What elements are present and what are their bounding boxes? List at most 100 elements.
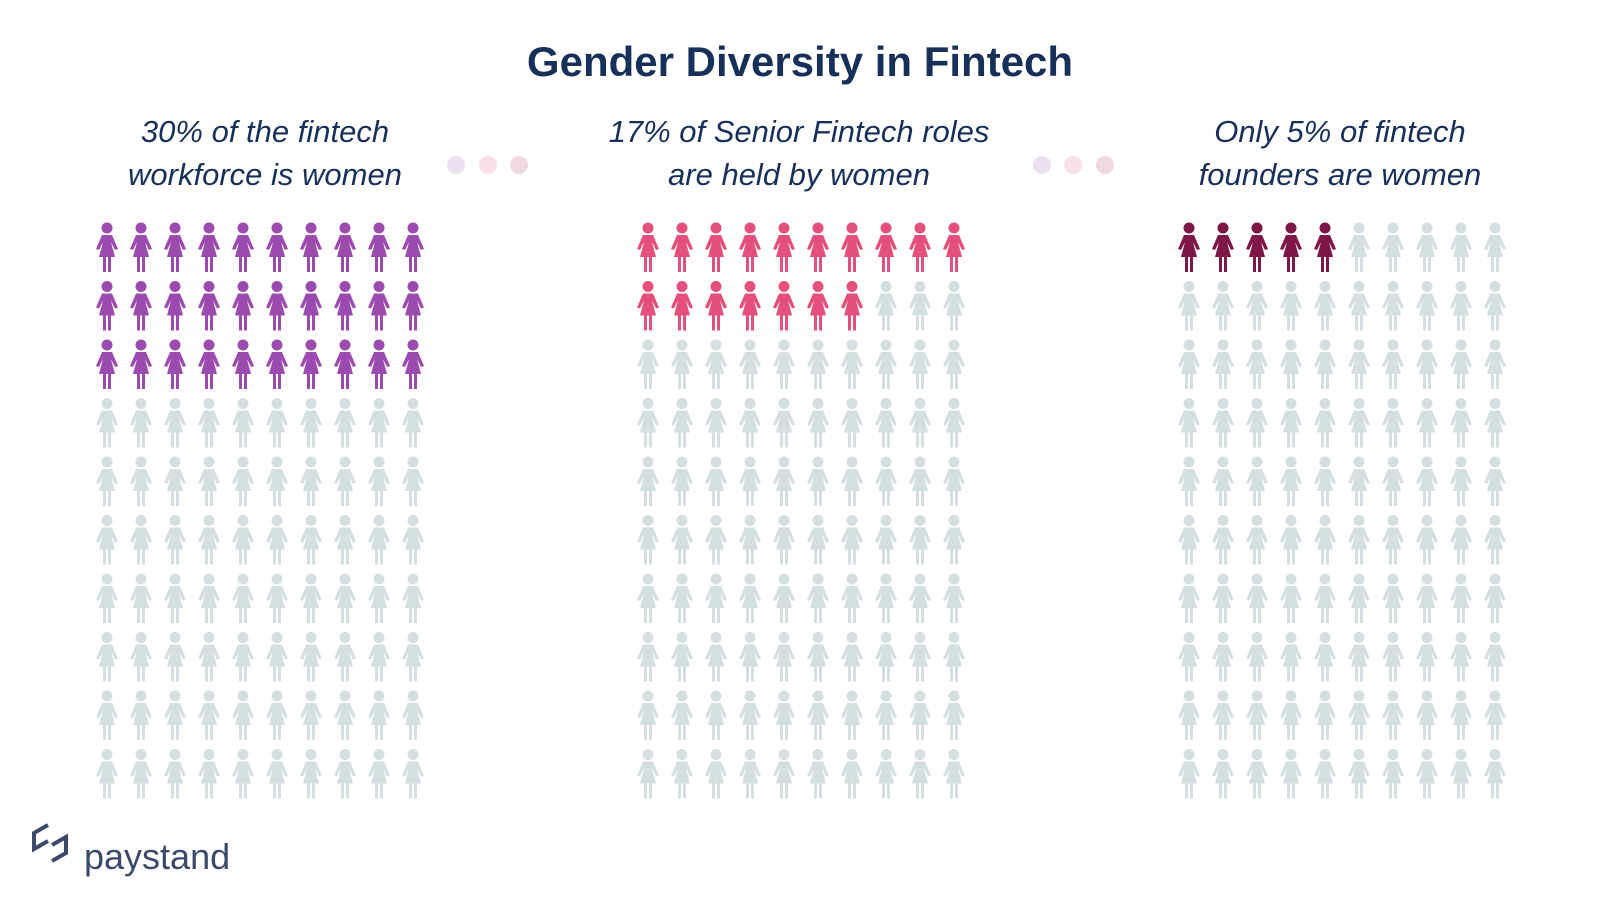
empty-icon [943, 339, 965, 389]
empty-icon [164, 690, 186, 740]
empty-icon [705, 339, 727, 389]
empty-icon [1212, 456, 1234, 506]
empty-icon [705, 690, 727, 740]
empty-icon [807, 398, 829, 448]
empty-icon [637, 573, 659, 623]
empty-icon [1178, 456, 1200, 506]
empty-icon [671, 515, 693, 565]
empty-icon [1348, 398, 1370, 448]
empty-icon [1178, 632, 1200, 682]
empty-icon [300, 456, 322, 506]
empty-icon [1484, 398, 1506, 448]
empty-icon [943, 690, 965, 740]
filled-icon [841, 281, 863, 331]
empty-icon [1348, 281, 1370, 331]
filled-icon [130, 222, 152, 272]
empty-icon [1416, 749, 1438, 799]
filled-icon [637, 281, 659, 331]
empty-icon [875, 632, 897, 682]
empty-icon [1314, 456, 1336, 506]
empty-icon [1348, 632, 1370, 682]
filled-icon [402, 222, 424, 272]
pictogram [96, 222, 424, 799]
empty-icon [1382, 749, 1404, 799]
logo-icon [32, 823, 68, 863]
empty-icon [402, 456, 424, 506]
empty-icon [1280, 573, 1302, 623]
empty-icon [368, 398, 390, 448]
empty-icon [1450, 573, 1472, 623]
empty-icon [368, 515, 390, 565]
empty-icon [807, 515, 829, 565]
empty-icon [266, 632, 288, 682]
empty-icon [232, 690, 254, 740]
empty-icon [1450, 222, 1472, 272]
filled-icon [368, 339, 390, 389]
filled-icon [198, 339, 220, 389]
empty-icon [637, 749, 659, 799]
empty-icon [334, 632, 356, 682]
pictogram [1178, 222, 1506, 799]
empty-icon [875, 749, 897, 799]
empty-icon [1348, 573, 1370, 623]
empty-icon [671, 690, 693, 740]
empty-icon [637, 515, 659, 565]
empty-icon [1314, 573, 1336, 623]
filled-icon [96, 281, 118, 331]
empty-icon [232, 573, 254, 623]
filled-icon [402, 339, 424, 389]
filled-icon [300, 281, 322, 331]
empty-icon [1450, 515, 1472, 565]
empty-icon [1212, 690, 1234, 740]
empty-icon [334, 749, 356, 799]
empty-icon [739, 398, 761, 448]
filled-icon [130, 281, 152, 331]
empty-icon [739, 632, 761, 682]
empty-icon [1280, 339, 1302, 389]
empty-icon [1212, 632, 1234, 682]
empty-icon [1348, 339, 1370, 389]
empty-icon [943, 632, 965, 682]
empty-icon [1382, 573, 1404, 623]
empty-icon [739, 749, 761, 799]
empty-icon [807, 573, 829, 623]
empty-icon [1280, 398, 1302, 448]
empty-icon [1348, 515, 1370, 565]
empty-icon [130, 749, 152, 799]
empty-icon [807, 456, 829, 506]
empty-icon [1314, 339, 1336, 389]
empty-icon [300, 398, 322, 448]
filled-icon [402, 281, 424, 331]
empty-icon [1382, 281, 1404, 331]
empty-icon [1450, 632, 1472, 682]
empty-icon [1212, 573, 1234, 623]
empty-icon [1382, 398, 1404, 448]
empty-icon [402, 398, 424, 448]
filled-icon [807, 281, 829, 331]
empty-icon [266, 573, 288, 623]
empty-icon [1484, 456, 1506, 506]
empty-icon [671, 573, 693, 623]
empty-icon [232, 398, 254, 448]
filled-icon [334, 339, 356, 389]
empty-icon [402, 690, 424, 740]
empty-icon [875, 690, 897, 740]
empty-icon [164, 632, 186, 682]
decor-dots [447, 156, 1114, 174]
filled-icon [96, 339, 118, 389]
empty-icon [300, 632, 322, 682]
empty-icon [266, 398, 288, 448]
empty-icon [705, 398, 727, 448]
empty-icon [841, 632, 863, 682]
empty-icon [1416, 339, 1438, 389]
empty-icon [1416, 398, 1438, 448]
empty-icon [1382, 456, 1404, 506]
filled-icon [1178, 222, 1200, 272]
empty-icon [198, 456, 220, 506]
filled-icon [266, 339, 288, 389]
empty-icon [1212, 515, 1234, 565]
chart-title: 30% of the fintech workforce is women [128, 114, 402, 192]
empty-icon [1450, 456, 1472, 506]
empty-icon [1246, 456, 1268, 506]
empty-icon [1280, 632, 1302, 682]
